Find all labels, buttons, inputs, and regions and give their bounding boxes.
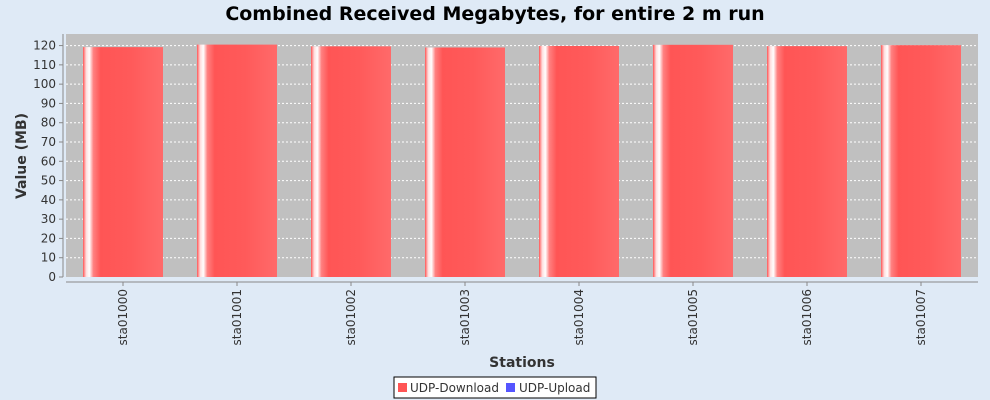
bars (83, 44, 961, 278)
x-tick-label: sta01002 (344, 289, 358, 345)
x-tick-label: sta01001 (230, 289, 244, 345)
y-tick-label: 0 (48, 270, 56, 284)
x-tick-label: sta01006 (800, 289, 814, 345)
y-tick-label: 80 (41, 116, 56, 130)
bar-sta01001 (197, 44, 277, 277)
bar-sta01007 (881, 45, 961, 277)
axes (62, 34, 978, 283)
legend-box (393, 376, 597, 399)
y-axis-label: Value (MB) (14, 113, 30, 199)
x-tick-label: sta01004 (572, 289, 586, 345)
y-tick-label: 10 (41, 251, 56, 265)
legend-swatch-download (398, 383, 407, 392)
legend-swatch-upload (506, 383, 515, 392)
y-tick-label: 40 (41, 193, 56, 207)
y-tick-label: 30 (41, 212, 56, 226)
legend-label-upload: UDP-Upload (519, 381, 590, 395)
y-tick-label: 100 (33, 77, 56, 91)
y-tick-label: 90 (41, 96, 56, 110)
y-tick-label: 110 (33, 58, 56, 72)
y-tick-label: 120 (33, 39, 56, 53)
y-tick-label: 60 (41, 154, 56, 168)
x-tick-label: sta01003 (458, 289, 472, 345)
legend: UDP-Download UDP-Upload (393, 376, 597, 399)
y-tick-label: 50 (41, 174, 56, 188)
bar-sta01003 (425, 47, 505, 277)
bar-sta01002 (311, 46, 391, 277)
x-tick-label: sta01005 (686, 289, 700, 345)
y-ticks: 0 10 20 30 40 50 60 70 80 90 100 110 120 (33, 39, 63, 284)
x-axis-label: Stations (489, 355, 555, 371)
y-tick-label: 20 (41, 231, 56, 245)
legend-label-download: UDP-Download (410, 381, 499, 395)
x-ticks: sta01000 sta01001 sta01002 sta01003 sta01004… (116, 282, 928, 345)
bar-sta01006 (767, 46, 847, 278)
bar-sta01005 (653, 44, 733, 277)
x-tick-label: sta01000 (116, 289, 130, 345)
bar-sta01004 (539, 45, 619, 278)
y-tick-label: 70 (41, 135, 56, 149)
chart-title: Combined Received Megabytes, for entire … (225, 3, 764, 25)
bar-sta01000 (83, 47, 163, 277)
x-tick-label: sta01007 (914, 289, 928, 345)
